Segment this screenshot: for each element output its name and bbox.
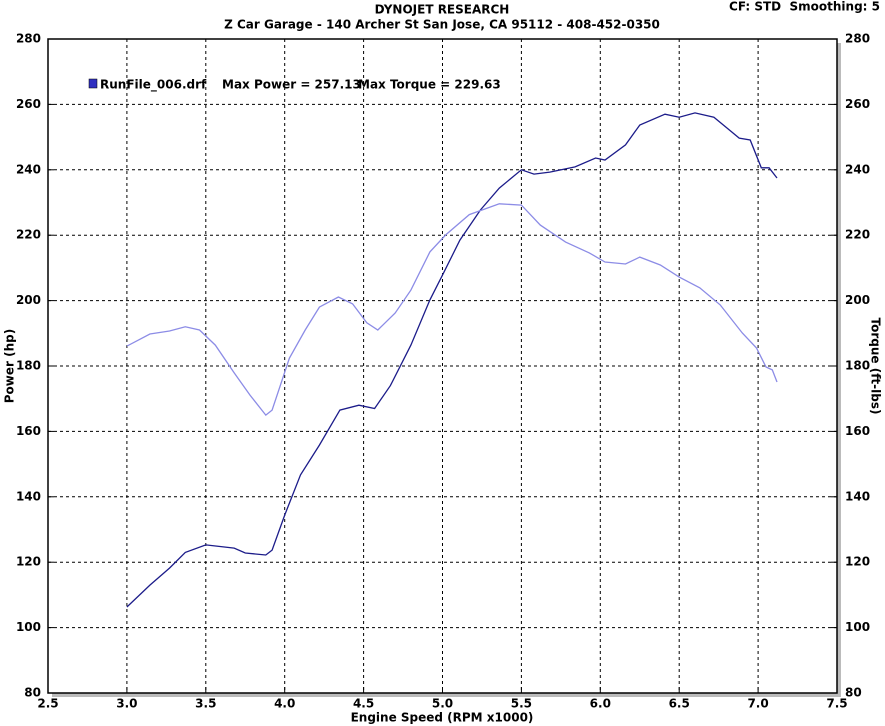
x-axis-label: Engine Speed (RPM x1000) [351, 711, 534, 725]
y-tick-label: 80 [24, 686, 41, 700]
chart-title: DYNOJET RESEARCH [375, 3, 510, 17]
legend-swatch [88, 78, 98, 89]
y-tick-label: 120 [16, 555, 41, 569]
settings-text: CF: STD Smoothing: 5 [729, 0, 880, 14]
x-tick-label: 3.5 [195, 697, 216, 711]
y2-tick-label: 240 [845, 162, 870, 176]
x-tick-label: 7.5 [826, 697, 847, 711]
x-tick-label: 6.5 [669, 697, 690, 711]
annotation: Max Torque = 229.63 [358, 78, 501, 92]
chart-subtitle: Z Car Garage - 140 Archer St San Jose, C… [224, 18, 660, 32]
series-line [126, 203, 778, 417]
y-tick-label: 260 [16, 97, 41, 111]
y-tick-label: 160 [16, 424, 41, 438]
y-tick-label: 140 [16, 489, 41, 503]
series-line [126, 112, 778, 608]
y2-axis-label: Torque (ft-lbs) [869, 318, 883, 415]
x-tick-label: 6.0 [590, 697, 611, 711]
y-tick-label: 240 [16, 162, 41, 176]
y2-tick-label: 120 [845, 555, 870, 569]
y-axis-label: Power (hp) [3, 329, 17, 403]
y2-tick-label: 100 [845, 620, 870, 634]
y2-tick-label: 140 [845, 489, 870, 503]
y2-tick-label: 260 [845, 97, 870, 111]
y2-tick-label: 80 [845, 686, 862, 700]
x-tick-label: 3.0 [116, 697, 137, 711]
y2-tick-label: 160 [845, 424, 870, 438]
x-tick-label: 5.0 [432, 697, 453, 711]
x-tick-label: 4.5 [353, 697, 374, 711]
annotation: Max Power = 257.13 [222, 78, 361, 92]
x-tick-label: 2.5 [37, 697, 58, 711]
y2-tick-label: 180 [845, 359, 870, 373]
y-tick-label: 180 [16, 359, 41, 373]
y-tick-label: 220 [16, 228, 41, 242]
y2-tick-label: 220 [845, 228, 870, 242]
y2-tick-label: 280 [845, 32, 870, 46]
y-tick-label: 280 [16, 32, 41, 46]
x-tick-label: 7.0 [747, 697, 768, 711]
y-tick-label: 100 [16, 620, 41, 634]
x-tick-label: 4.0 [274, 697, 295, 711]
x-tick-label: 5.5 [511, 697, 532, 711]
y2-tick-label: 200 [845, 293, 870, 307]
y-tick-label: 200 [16, 293, 41, 307]
legend-label: RunFile_006.drf [100, 78, 207, 93]
